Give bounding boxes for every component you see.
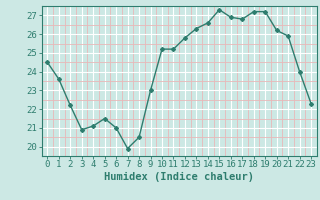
X-axis label: Humidex (Indice chaleur): Humidex (Indice chaleur) bbox=[104, 172, 254, 182]
